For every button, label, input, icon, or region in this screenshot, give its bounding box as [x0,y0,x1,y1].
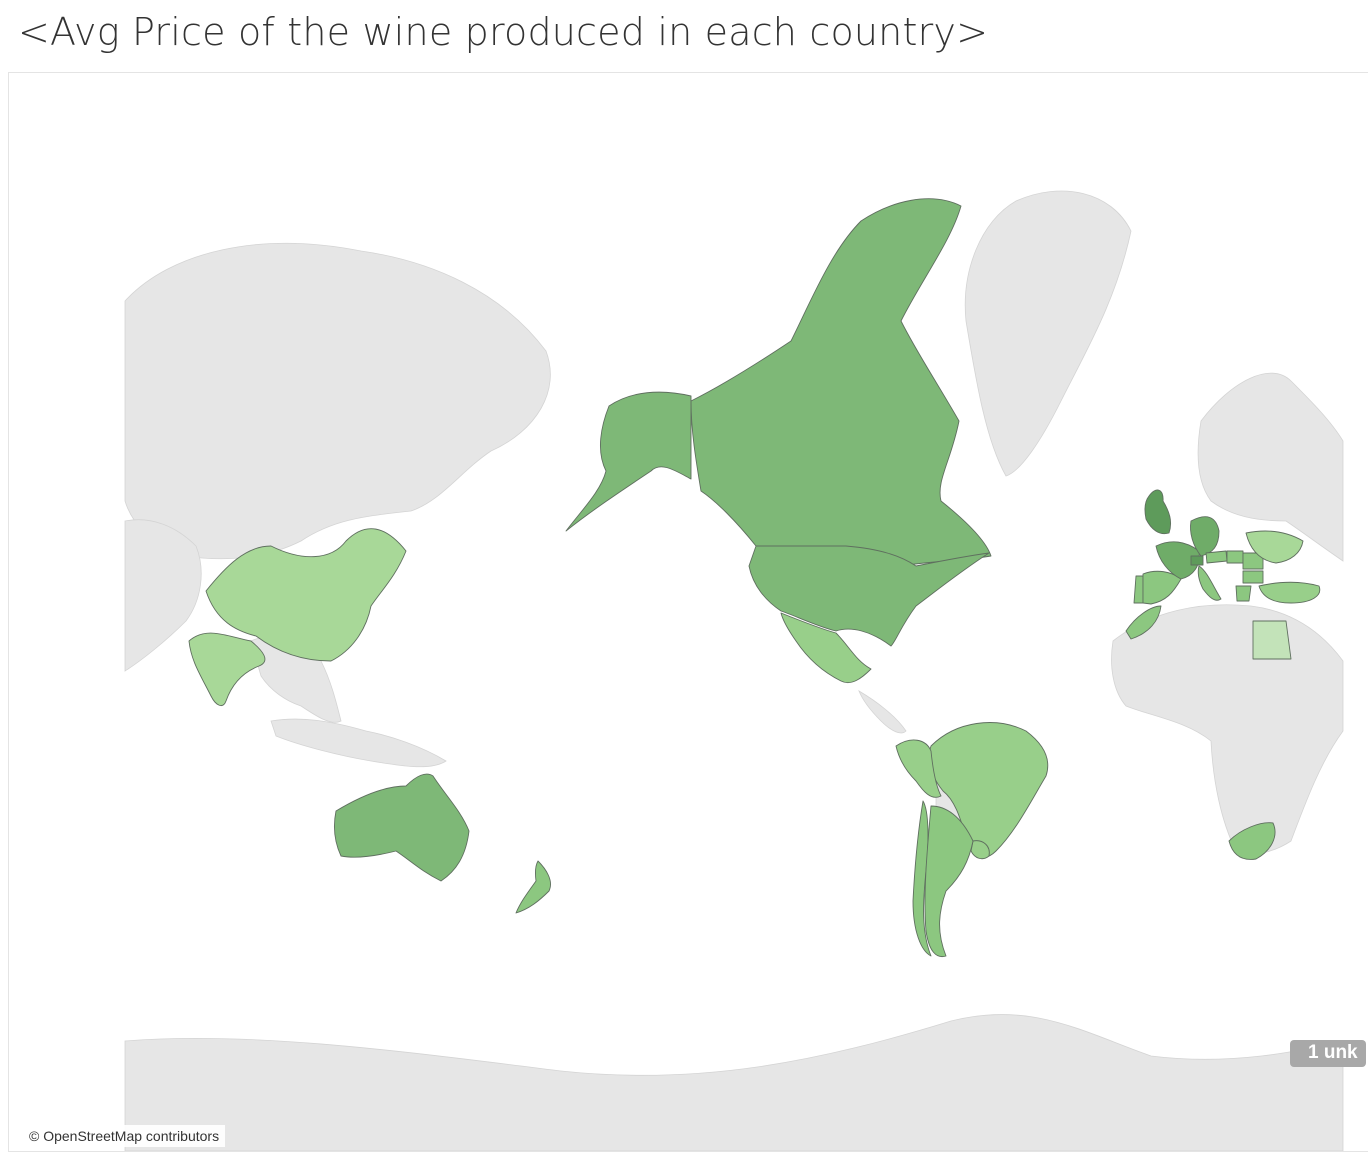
country-spain[interactable] [1142,570,1182,605]
country-italy[interactable] [1197,565,1222,601]
country-france[interactable] [1155,541,1200,580]
basemap-land [124,190,1344,1151]
country-alaska[interactable] [565,391,692,532]
country-switzerland[interactable] [1190,555,1204,566]
country-united-kingdom[interactable] [1144,489,1172,535]
country-australia[interactable] [333,773,470,882]
country-egypt[interactable] [1252,620,1292,660]
country-new-zealand[interactable] [515,860,551,914]
country-uruguay[interactable] [970,840,990,860]
country-greece[interactable] [1235,585,1252,602]
country-china[interactable] [205,528,407,662]
country-argentina[interactable] [924,805,974,958]
country-portugal[interactable] [1133,575,1144,604]
map-attribution[interactable]: © OpenStreetMap contributors [23,1125,226,1147]
country-south-africa[interactable] [1228,822,1276,860]
country-peru[interactable] [895,739,942,798]
country-germany[interactable] [1190,516,1220,557]
land-indonesia [270,718,447,768]
country-canada[interactable] [690,198,992,567]
unknown-values-indicator[interactable]: 1 unk [1290,1040,1366,1067]
country-turkey[interactable] [1258,581,1321,604]
country-united-states[interactable] [748,545,990,647]
country-hungary[interactable] [1226,550,1244,564]
country-austria[interactable] [1205,550,1228,564]
land-africa [1111,604,1344,855]
country-ukraine[interactable] [1245,530,1304,564]
world-map[interactable] [9,73,1368,1151]
land-west-asia [124,519,202,672]
country-shapes[interactable] [188,198,1321,958]
map-viewport[interactable]: © OpenStreetMap contributors [8,72,1368,1152]
country-morocco[interactable] [1125,605,1162,640]
country-bulgaria[interactable] [1242,570,1264,584]
land-central-america-caribbean [858,690,907,734]
country-brazil[interactable] [928,722,1049,858]
page-title: <Avg Price of the wine produced in each … [18,10,989,54]
land-greenland [964,190,1132,477]
land-antarctica [124,1014,1344,1151]
country-india[interactable] [188,632,266,707]
country-mexico[interactable] [780,612,872,684]
land-russia-east-asia [124,242,551,560]
land-scandinavia-russia [1197,372,1344,562]
